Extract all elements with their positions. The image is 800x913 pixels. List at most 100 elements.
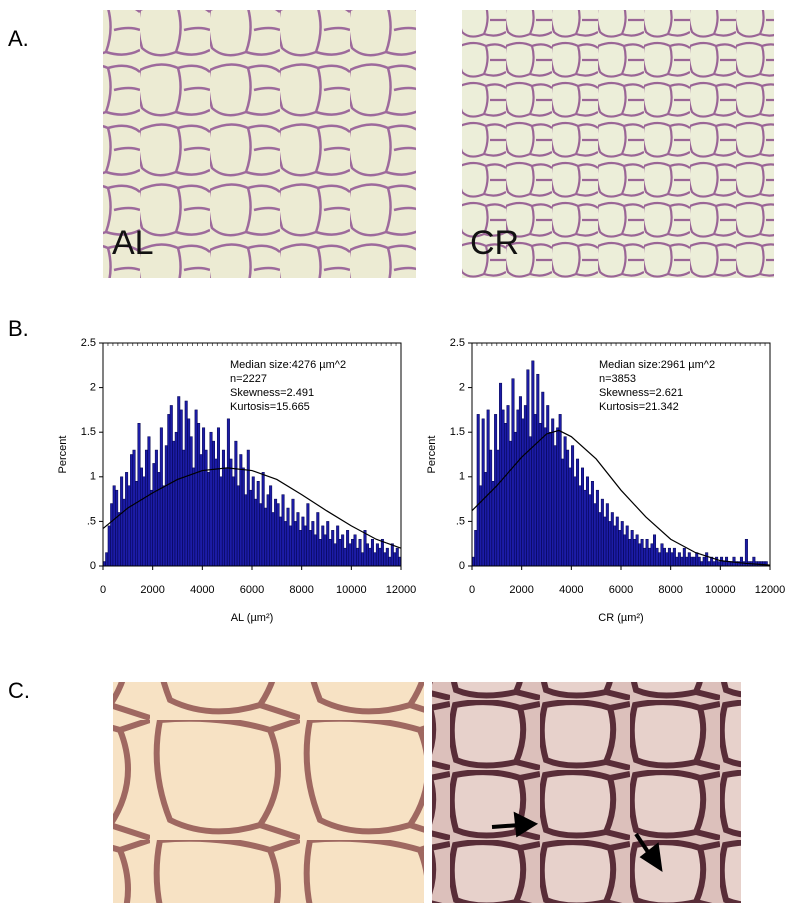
image-label: AL [112, 224, 154, 262]
annotation: Median size:4276 µm^2 [230, 359, 346, 371]
bar [313, 534, 317, 567]
bar [513, 431, 517, 567]
bar [380, 538, 384, 567]
annotation: Kurtosis=15.665 [230, 401, 310, 413]
y-axis-label: Percent [57, 436, 69, 474]
x-tick-label: 8000 [289, 584, 313, 596]
bar [595, 489, 599, 567]
bar [333, 543, 337, 567]
bar [221, 449, 225, 567]
bar [343, 547, 347, 567]
bar [229, 458, 233, 567]
bar [712, 561, 716, 567]
bar [249, 489, 253, 567]
bar [338, 538, 342, 567]
bar [677, 552, 681, 567]
bar [177, 396, 181, 567]
bar [328, 538, 332, 567]
bar [588, 494, 592, 567]
bar [184, 400, 188, 567]
bar [563, 436, 567, 567]
x-tick-label: 4000 [559, 584, 583, 596]
y-tick-label: 1.5 [450, 426, 465, 438]
bar [370, 538, 374, 567]
bar [494, 414, 498, 567]
bar [321, 525, 325, 567]
bar [752, 556, 756, 567]
bar [613, 525, 617, 567]
bar [298, 530, 302, 567]
bar [154, 449, 158, 567]
bar [351, 538, 355, 567]
bar [192, 467, 196, 567]
bar [115, 489, 119, 567]
bar [107, 525, 111, 567]
bar [556, 427, 560, 567]
bar [348, 543, 352, 567]
bar [303, 525, 307, 567]
bar [147, 436, 151, 567]
bar [690, 556, 694, 567]
bar [615, 516, 619, 567]
bar [336, 525, 340, 567]
bar [481, 418, 485, 567]
bar [645, 538, 649, 567]
bar [204, 449, 208, 567]
bar [373, 552, 377, 567]
bar [692, 556, 696, 567]
bar [301, 516, 305, 567]
bar [130, 454, 134, 567]
bar [553, 445, 557, 567]
bar [137, 423, 141, 567]
panel-label: B. [8, 316, 29, 341]
bar [274, 498, 278, 567]
bar [762, 561, 766, 567]
bar [620, 521, 624, 567]
bar [523, 405, 527, 567]
bar [648, 547, 652, 567]
bar [700, 561, 704, 567]
bar [182, 449, 186, 567]
annotation: n=3853 [599, 373, 636, 385]
bar [722, 561, 726, 567]
y-tick-label: .5 [456, 515, 465, 527]
image-label: CR [470, 224, 519, 262]
bar [254, 498, 258, 567]
bar [531, 360, 535, 567]
bar [316, 512, 320, 567]
bar [269, 485, 273, 567]
x-tick-label: 2000 [140, 584, 164, 596]
bar [573, 476, 577, 567]
bar [486, 409, 490, 567]
bar [179, 409, 183, 567]
bar [685, 556, 689, 567]
micrograph [462, 10, 774, 278]
bar [390, 543, 394, 567]
bar [516, 409, 520, 567]
bar [608, 521, 612, 567]
bar [635, 534, 639, 567]
bar [164, 445, 168, 567]
bar [499, 382, 503, 567]
bar [264, 507, 268, 567]
bar [385, 547, 389, 567]
bar [323, 534, 327, 567]
bar [167, 414, 171, 567]
bar [241, 467, 245, 567]
micrograph [103, 10, 416, 278]
bar [378, 547, 382, 567]
bar [501, 409, 505, 567]
bar [528, 436, 532, 567]
bar [159, 427, 163, 567]
bar [533, 414, 537, 567]
annotation: Median size:2961 µm^2 [599, 359, 715, 371]
bar [518, 396, 522, 567]
bar [142, 476, 146, 567]
bar [266, 494, 270, 567]
bar [162, 485, 166, 567]
bar [526, 369, 530, 567]
bar [284, 521, 288, 567]
bar [157, 472, 161, 567]
bar [209, 431, 213, 567]
micrograph [113, 682, 424, 903]
